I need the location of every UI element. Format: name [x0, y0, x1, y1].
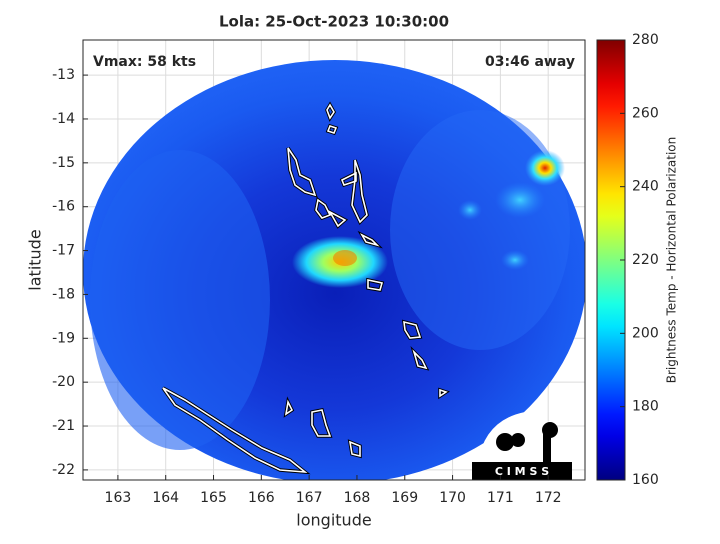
swath-image	[83, 60, 585, 480]
colorbar-tick-label: 200	[632, 325, 659, 341]
coastlines	[161, 101, 450, 475]
x-axis-label: longitude	[296, 511, 371, 530]
colorbar-label: Brightness Temp - Horizontal Polarizatio…	[665, 137, 679, 384]
y-tick-label: -14	[52, 111, 75, 127]
logo-text: C I M S S	[495, 465, 549, 478]
x-tick-label: 172	[535, 490, 562, 506]
y-tick-label: -18	[52, 286, 75, 302]
y-tick-label: -17	[52, 243, 75, 259]
y-tick-label: -22	[52, 462, 75, 478]
y-tick-label: -21	[52, 418, 75, 434]
x-tick-label: 169	[391, 490, 418, 506]
y-tick-label: -13	[52, 67, 75, 83]
y-tick-label: -15	[52, 155, 75, 171]
cimss-logo: C I M S S	[472, 412, 572, 480]
x-tick-label: 165	[200, 490, 227, 506]
colorbar-tick-label: 160	[632, 472, 659, 488]
y-tick-label: -19	[52, 330, 75, 346]
colorbar-tick-label: 220	[632, 252, 659, 268]
x-tick-label: 168	[344, 490, 371, 506]
colorbar-tick-label: 240	[632, 179, 659, 195]
x-tick-label: 171	[487, 490, 514, 506]
x-tick-label: 164	[152, 490, 179, 506]
y-tick-label: -16	[52, 199, 75, 215]
annotation: Vmax: 58 kts	[93, 54, 196, 70]
colorbar-tick-label: 180	[632, 399, 659, 415]
y-tick-label: -20	[52, 374, 75, 390]
plot-frame	[82, 39, 586, 481]
colorbar-tick-label: 280	[632, 32, 659, 48]
y-axis-label: latitude	[26, 229, 45, 290]
x-tick-label: 163	[105, 490, 132, 506]
x-tick-label: 170	[439, 490, 466, 506]
annotation: 03:46 away	[485, 54, 575, 70]
x-tick-label: 167	[296, 490, 323, 506]
chart-title: Lola: 25-Oct-2023 10:30:00	[219, 13, 449, 31]
colorbar-tick-label: 260	[632, 105, 659, 121]
x-tick-label: 166	[248, 490, 275, 506]
